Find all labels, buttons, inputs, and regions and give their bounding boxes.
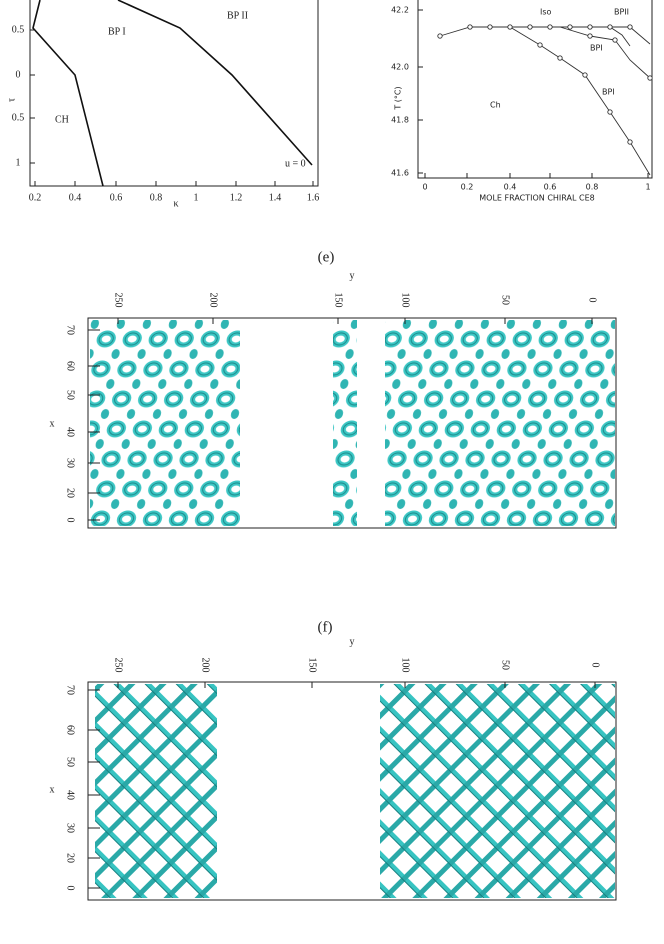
left-tick-label: 60 xyxy=(65,361,76,371)
x-tick-label: 0.4 xyxy=(69,192,82,203)
top-tick-label: 100 xyxy=(400,293,411,308)
top-tick-label: 250 xyxy=(113,293,124,308)
x-tick-label: 0.6 xyxy=(544,183,557,192)
phase-boundary xyxy=(32,0,104,187)
frame xyxy=(87,681,617,901)
x-tick-label: 0.8 xyxy=(586,183,599,192)
caption: (e) xyxy=(318,249,335,265)
markers xyxy=(437,24,653,145)
x-tick-label: 1.6 xyxy=(307,192,320,203)
top-tick-label: 0 xyxy=(587,298,598,303)
axis-label: x xyxy=(50,418,55,429)
rendering xyxy=(95,684,217,898)
top-tick-label: 50 xyxy=(500,295,511,305)
top-tick-label: 0 xyxy=(590,663,601,668)
right-plot: Iso BPII BPI BPI Ch T (°C) MOLE FRACTION… xyxy=(394,0,653,203)
left-tick-label: 50 xyxy=(65,390,76,400)
y-tick-label: 42.0 xyxy=(391,63,409,72)
panel-f: (f) y x xyxy=(50,619,617,901)
region-label: BPI xyxy=(602,88,615,97)
y-tick-label: 41.6 xyxy=(391,169,409,178)
y-tick-label: 41.8 xyxy=(391,116,409,125)
left-tick-label: 0 xyxy=(65,886,76,891)
top-tick-label: 150 xyxy=(307,658,318,673)
curve xyxy=(559,26,651,79)
y-label: T (°C) xyxy=(394,86,403,110)
x-tick-label: 1.4 xyxy=(269,192,282,203)
left-plot: BP I BP II CH u = 0 τ κ xyxy=(6,0,319,209)
annotation: u = 0 xyxy=(285,158,306,169)
left-tick-label: 20 xyxy=(65,488,76,498)
panel-e: (e) y x xyxy=(50,249,617,529)
x-label: MOLE FRACTION CHIRAL CE8 xyxy=(479,194,594,203)
caption: (f) xyxy=(318,619,333,635)
region-label: BPI xyxy=(590,44,603,53)
left-tick-label: 30 xyxy=(65,458,76,468)
axis-label: y xyxy=(350,270,355,281)
x-tick-label: 1 xyxy=(645,183,650,192)
y-tick-label: 0 xyxy=(16,69,21,80)
axes xyxy=(417,0,653,179)
left-tick-label: 30 xyxy=(65,823,76,833)
curve xyxy=(509,26,651,176)
curve xyxy=(609,26,631,47)
left-tick-label: 50 xyxy=(65,757,76,767)
top-tick-label: 200 xyxy=(200,658,211,673)
left-tick-label: 60 xyxy=(65,725,76,735)
left-tick-label: 20 xyxy=(65,853,76,863)
left-tick-label: 40 xyxy=(65,427,76,437)
left-tick-label: 70 xyxy=(65,325,76,335)
region-label: BP II xyxy=(227,10,248,21)
x-tick-label: 1.2 xyxy=(230,192,243,203)
top-tick-label: 150 xyxy=(333,293,344,308)
rendering xyxy=(380,684,615,898)
left-tick-label: 0 xyxy=(65,518,76,523)
x-label: κ xyxy=(173,198,178,209)
x-tick-label: 0.2 xyxy=(461,183,474,192)
rendering xyxy=(90,320,240,526)
x-tick-label: 0.8 xyxy=(150,192,163,203)
left-tick-label: 70 xyxy=(65,685,76,695)
x-tick-label: 0 xyxy=(422,183,427,192)
y-tick-label: 0.5 xyxy=(12,24,25,35)
region-label: BPII xyxy=(614,8,629,17)
top-tick-label: 50 xyxy=(500,660,511,670)
left-tick-label: 40 xyxy=(65,790,76,800)
x-tick-label: 1 xyxy=(194,192,199,203)
top-tick-label: 250 xyxy=(113,658,124,673)
axes xyxy=(29,0,319,187)
axis-label: x xyxy=(50,784,55,795)
region-label: Ch xyxy=(490,101,501,110)
top-tick-label: 200 xyxy=(208,293,219,308)
axis-label: y xyxy=(350,636,355,647)
x-tick-label: 0.6 xyxy=(110,192,123,203)
curve xyxy=(439,26,651,45)
rendering xyxy=(385,320,615,526)
top-tick-label: 100 xyxy=(400,658,411,673)
y-tick-label: 42.2 xyxy=(391,6,409,15)
frame xyxy=(87,317,617,529)
y-tick-label: 1 xyxy=(16,157,21,168)
y-tick-label: 0.5 xyxy=(12,112,25,123)
region-label: CH xyxy=(55,114,69,125)
rendering xyxy=(333,320,357,526)
x-tick-label: 0.4 xyxy=(504,183,517,192)
region-label: BP I xyxy=(108,26,126,37)
region-label: Iso xyxy=(540,8,552,17)
y-label: τ xyxy=(6,98,17,102)
phase-boundary xyxy=(117,0,313,166)
x-tick-label: 0.2 xyxy=(29,192,42,203)
